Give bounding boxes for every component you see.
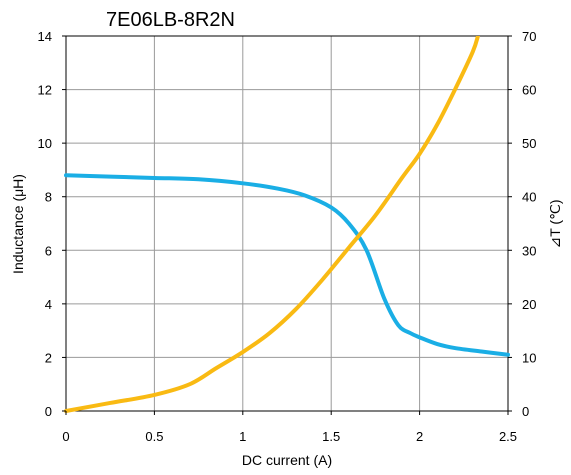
y-right-tick-label: 20 (522, 297, 536, 312)
plot-frame (65, 35, 509, 412)
y-right-axis-title: ⊿T (℃) (547, 200, 563, 249)
x-tick-label: 1 (239, 429, 246, 444)
y-right-tick-label: 70 (522, 29, 536, 44)
y-right-tick-label: 10 (522, 350, 536, 365)
y-left-tick-label: 4 (45, 297, 52, 312)
x-tick-label: 1.5 (322, 429, 340, 444)
y-right-tick-label: 50 (522, 136, 536, 151)
y-right-tick-label: 30 (522, 243, 536, 258)
y-left-tick-label: 14 (38, 29, 52, 44)
x-tick-label: 2.5 (499, 429, 517, 444)
temperature-rise-series-line (64, 36, 480, 413)
y-left-tick-label: 2 (45, 350, 52, 365)
series-layer (64, 36, 510, 413)
y-left-tick-label: 12 (38, 83, 52, 98)
grid (65, 35, 509, 412)
x-tick-label: 2 (416, 429, 423, 444)
y-right-tick-label: 40 (522, 190, 536, 205)
y-left-tick-label: 6 (45, 243, 52, 258)
y-left-tick-label: 0 (45, 404, 52, 419)
inductance-series-line (64, 173, 510, 357)
y-left-tick-label: 10 (38, 136, 52, 151)
x-tick-label: 0.5 (145, 429, 163, 444)
y-right-tick-label: 0 (522, 404, 529, 419)
y-left-axis-title: Inductance (μH) (10, 174, 26, 274)
x-tick-label: 0 (62, 429, 69, 444)
y-right-tick-label: 60 (522, 83, 536, 98)
chart-title: 7E06LB-8R2N (106, 9, 235, 31)
x-axis-title: DC current (A) (242, 452, 332, 468)
ticks-layer: 0 0.5 1 1.5 2 2.5 0 2 4 6 8 10 12 14 0 10 20 30 40 50 60 70 (38, 29, 537, 444)
y-left-tick-label: 8 (45, 190, 52, 205)
